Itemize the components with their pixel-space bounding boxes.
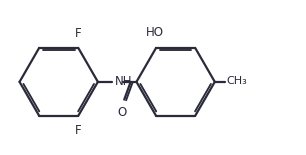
Text: F: F: [75, 124, 82, 137]
Text: F: F: [75, 27, 82, 40]
Text: O: O: [117, 106, 126, 119]
Text: CH₃: CH₃: [226, 76, 247, 86]
Text: HO: HO: [146, 26, 164, 39]
Text: NH: NH: [114, 75, 132, 88]
